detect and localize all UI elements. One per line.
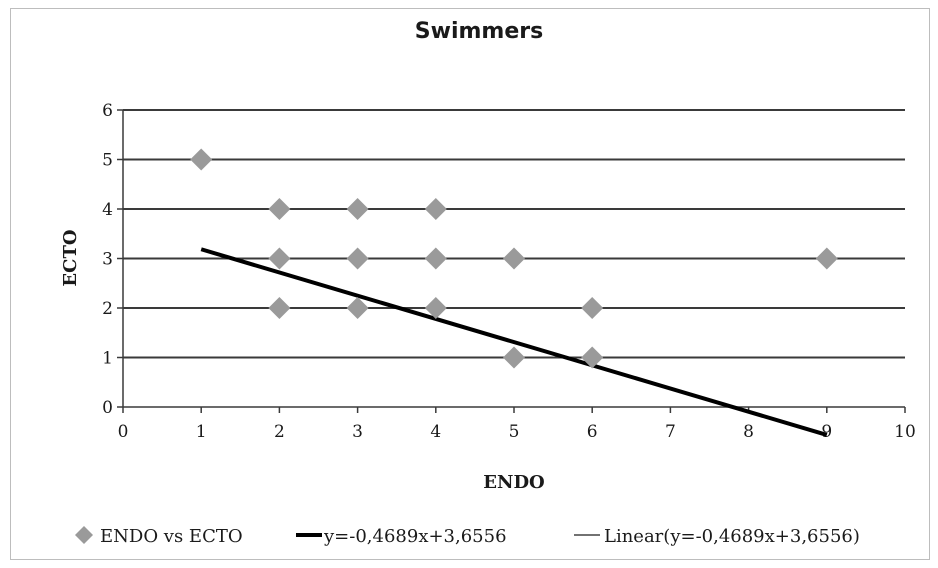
trendline (200, 247, 828, 437)
scatter-point (424, 297, 447, 319)
y-tick-label: 2 (102, 299, 113, 319)
x-tick-label: 10 (894, 422, 916, 442)
y-tick-label: 6 (102, 101, 113, 121)
legend-item-linear: Linear(y=-0,4689x+3,6556) (574, 526, 860, 547)
grid-lines (123, 109, 905, 359)
x-tick-label: 2 (274, 422, 285, 442)
y-tick-labels: 0 1 2 3 4 5 6 (102, 101, 113, 418)
scatter-point (268, 198, 291, 220)
chart-frame (10, 8, 930, 560)
trendline-line (200, 247, 828, 437)
scatter-point (503, 247, 525, 270)
x-tick-label: 1 (196, 422, 207, 442)
scatter-point (424, 198, 447, 220)
legend-item-trendline: y=-0,4689x+3,6556 (296, 526, 507, 547)
chart-title: Swimmers (415, 19, 543, 44)
scatter-point (268, 247, 291, 270)
scatter-point (581, 297, 604, 319)
x-tick-label: 0 (118, 422, 129, 442)
legend-item-scatter: ENDO vs ECTO (75, 526, 243, 547)
scatter-points (190, 148, 838, 369)
legend: ENDO vs ECTO y=-0,4689x+3,6556 Linear(y=… (75, 526, 860, 547)
y-tick-label: 0 (102, 398, 113, 418)
scatter-point (424, 247, 447, 270)
x-tick-label: 4 (430, 422, 441, 442)
legend-label-trendline: y=-0,4689x+3,6556 (323, 526, 507, 547)
scatter-point (815, 247, 838, 270)
y-tick-label: 4 (102, 200, 113, 220)
x-tick-label: 5 (509, 422, 520, 442)
axes (117, 109, 906, 413)
scatter-point (346, 198, 369, 220)
x-tick-label: 9 (821, 422, 832, 442)
x-tick-label: 6 (587, 422, 598, 442)
scatter-point (346, 297, 369, 319)
y-axis-label: ECTO (60, 229, 81, 286)
y-tick-label: 5 (102, 151, 113, 171)
legend-label-scatter: ENDO vs ECTO (100, 526, 243, 547)
scatter-point (503, 346, 525, 369)
scatter-point (581, 346, 604, 369)
x-tick-label: 3 (352, 422, 363, 442)
x-tick-labels: 0 1 2 3 4 5 6 7 8 9 10 (118, 422, 916, 442)
scatter-point (190, 148, 213, 171)
x-tick-label: 8 (743, 422, 754, 442)
x-axis-label: ENDO (483, 472, 544, 493)
legend-diamond-marker (75, 526, 93, 544)
scatter-point (346, 247, 369, 270)
legend-label-linear: Linear(y=-0,4689x+3,6556) (604, 526, 860, 547)
y-tick-label: 1 (102, 349, 113, 369)
scatter-point (268, 297, 291, 319)
x-tick-label: 7 (665, 422, 676, 442)
y-tick-label: 3 (102, 250, 113, 270)
